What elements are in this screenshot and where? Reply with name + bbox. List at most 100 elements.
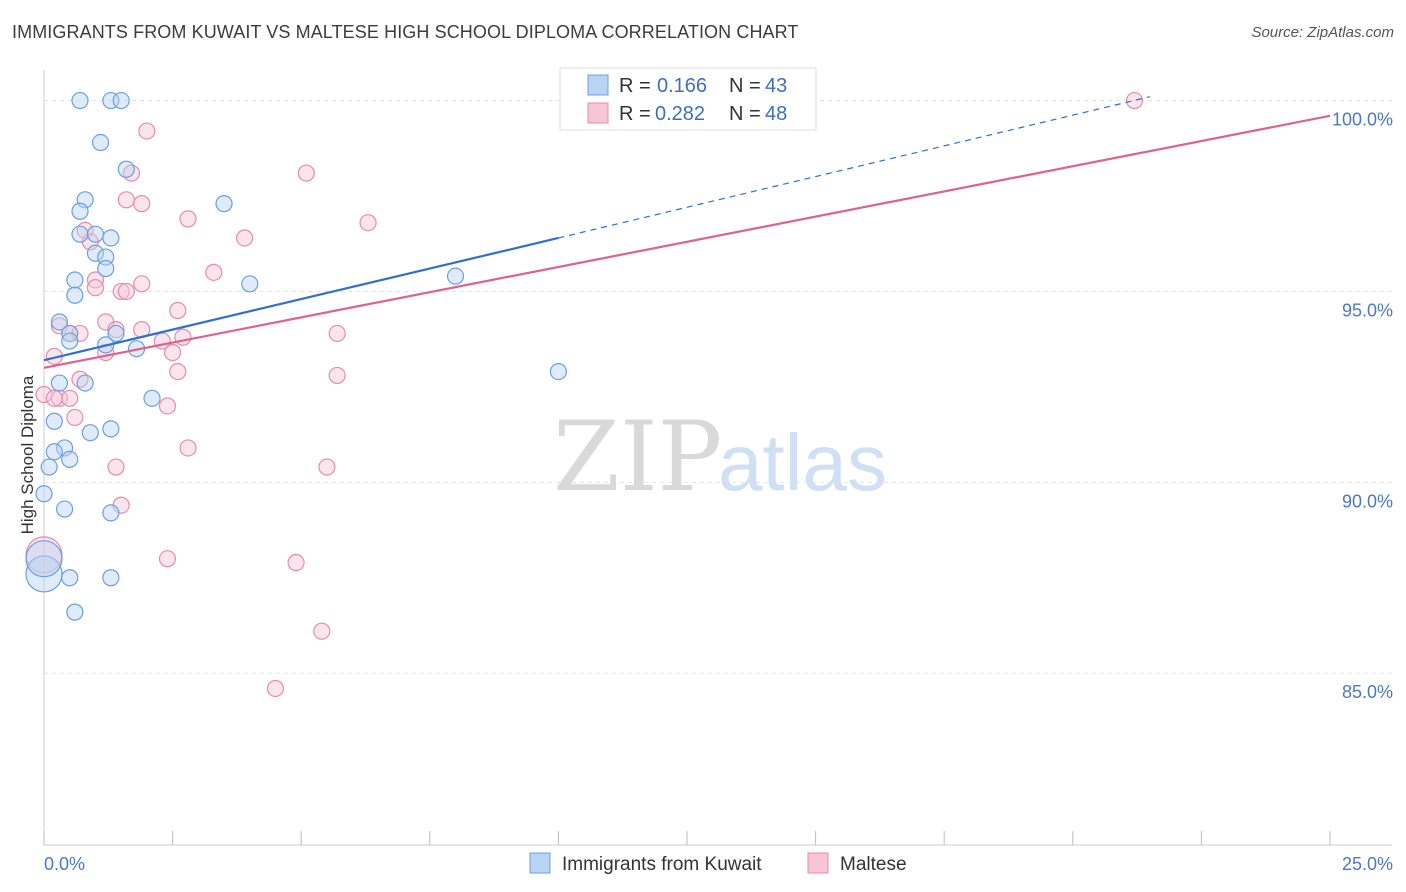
watermark: ZIP atlas (553, 401, 887, 513)
data-point (91, 133, 110, 152)
data-point (102, 504, 120, 522)
y-tick-label: 100.0% (1332, 110, 1393, 130)
data-point (55, 500, 74, 518)
data-point (97, 259, 115, 278)
data-point (328, 324, 346, 343)
data-point (138, 122, 156, 140)
legend-swatch-kuwait (587, 74, 609, 96)
data-point (81, 424, 99, 442)
legend-r-value-kuwait: 0.166 (657, 75, 707, 97)
data-point (66, 603, 84, 621)
source-credit: Source: ZipAtlas.com (1251, 24, 1394, 41)
data-point (117, 191, 135, 209)
data-point (61, 569, 79, 587)
legend-r-label-maltese: R = (619, 103, 651, 125)
data-point (66, 408, 84, 427)
data-point (297, 164, 315, 182)
bottom-legend-label-kuwait: Immigrants from Kuwait (562, 854, 762, 875)
data-point (50, 313, 69, 331)
legend-r-label-kuwait: R = (619, 75, 651, 97)
data-point (50, 374, 69, 392)
data-point (66, 271, 84, 289)
trend-lines (43, 96, 1331, 369)
data-point (359, 214, 377, 232)
maltese-points (25, 91, 1144, 698)
data-point (86, 225, 105, 243)
gridlines (44, 100, 1392, 674)
series-legend: Immigrants from Kuwait Maltese (529, 852, 907, 875)
data-point (102, 229, 120, 247)
data-point (164, 343, 182, 362)
legend-swatch-maltese (587, 102, 609, 124)
watermark-zip: ZIP (553, 401, 722, 513)
data-point (45, 443, 63, 461)
data-point (61, 450, 79, 469)
data-point (215, 195, 233, 213)
data-point (45, 412, 63, 430)
data-point (287, 553, 305, 572)
data-point (107, 321, 125, 339)
data-point (86, 279, 105, 297)
data-point (236, 229, 254, 247)
data-point (143, 389, 161, 407)
data-point (446, 267, 465, 285)
data-point (549, 363, 568, 381)
data-point (169, 363, 187, 381)
legend-r-value-maltese: 0.282 (655, 103, 705, 125)
data-point (133, 195, 151, 213)
data-point (117, 160, 135, 178)
data-point (241, 275, 259, 293)
data-point (61, 332, 79, 350)
data-point (133, 275, 151, 293)
data-point (313, 622, 331, 640)
data-point (1125, 91, 1144, 110)
data-point (71, 202, 89, 220)
data-point (158, 550, 177, 568)
y-tick-labels: 85.0% 90.0% 95.0% 100.0% (1332, 110, 1393, 703)
data-point (318, 458, 336, 476)
correlation-legend: R = 0.166 N = 43 R = 0.282 N = 48 (559, 67, 817, 131)
bottom-legend-swatch-maltese (807, 852, 829, 874)
y-tick-label: 95.0% (1342, 300, 1393, 320)
legend-n-label-kuwait: N = (729, 75, 761, 97)
chart-title: IMMIGRANTS FROM KUWAIT VS MALTESE HIGH S… (12, 22, 799, 42)
bottom-legend-swatch-kuwait (529, 852, 551, 874)
data-point (107, 324, 125, 343)
data-point (112, 91, 130, 110)
data-point (40, 458, 58, 476)
data-point (328, 366, 346, 385)
data-point (66, 286, 84, 304)
bottom-legend-label-maltese: Maltese (840, 854, 907, 875)
y-tick-label: 85.0% (1342, 682, 1393, 702)
x-tick-label: 25.0% (1342, 854, 1393, 874)
data-point (102, 420, 120, 438)
data-point (71, 91, 89, 110)
data-point (179, 210, 197, 228)
data-point (179, 439, 197, 457)
data-point (71, 225, 89, 243)
data-point (35, 485, 53, 503)
x-tick-label: 0.0% (44, 854, 85, 874)
legend-n-value-maltese: 48 (765, 103, 787, 125)
data-point (169, 301, 187, 320)
data-point (174, 328, 192, 346)
data-point (205, 263, 223, 281)
data-point (158, 397, 177, 415)
data-point (61, 389, 79, 407)
data-point (76, 374, 94, 392)
legend-n-value-kuwait: 43 (765, 75, 787, 97)
data-point (266, 679, 285, 698)
trend-line-maltese (43, 114, 1331, 369)
y-tick-label: 90.0% (1342, 491, 1393, 511)
axes (43, 70, 1392, 846)
watermark-atlas: atlas (718, 418, 887, 507)
trend-line-kuwait (43, 236, 559, 362)
legend-n-label-maltese: N = (729, 103, 761, 125)
data-point (45, 389, 63, 407)
trend-line-kuwait-extension (558, 96, 1151, 239)
data-point (25, 555, 63, 593)
data-point (102, 569, 120, 587)
data-point (86, 244, 105, 262)
x-tick-labels: 0.0% 25.0% (44, 854, 1393, 874)
